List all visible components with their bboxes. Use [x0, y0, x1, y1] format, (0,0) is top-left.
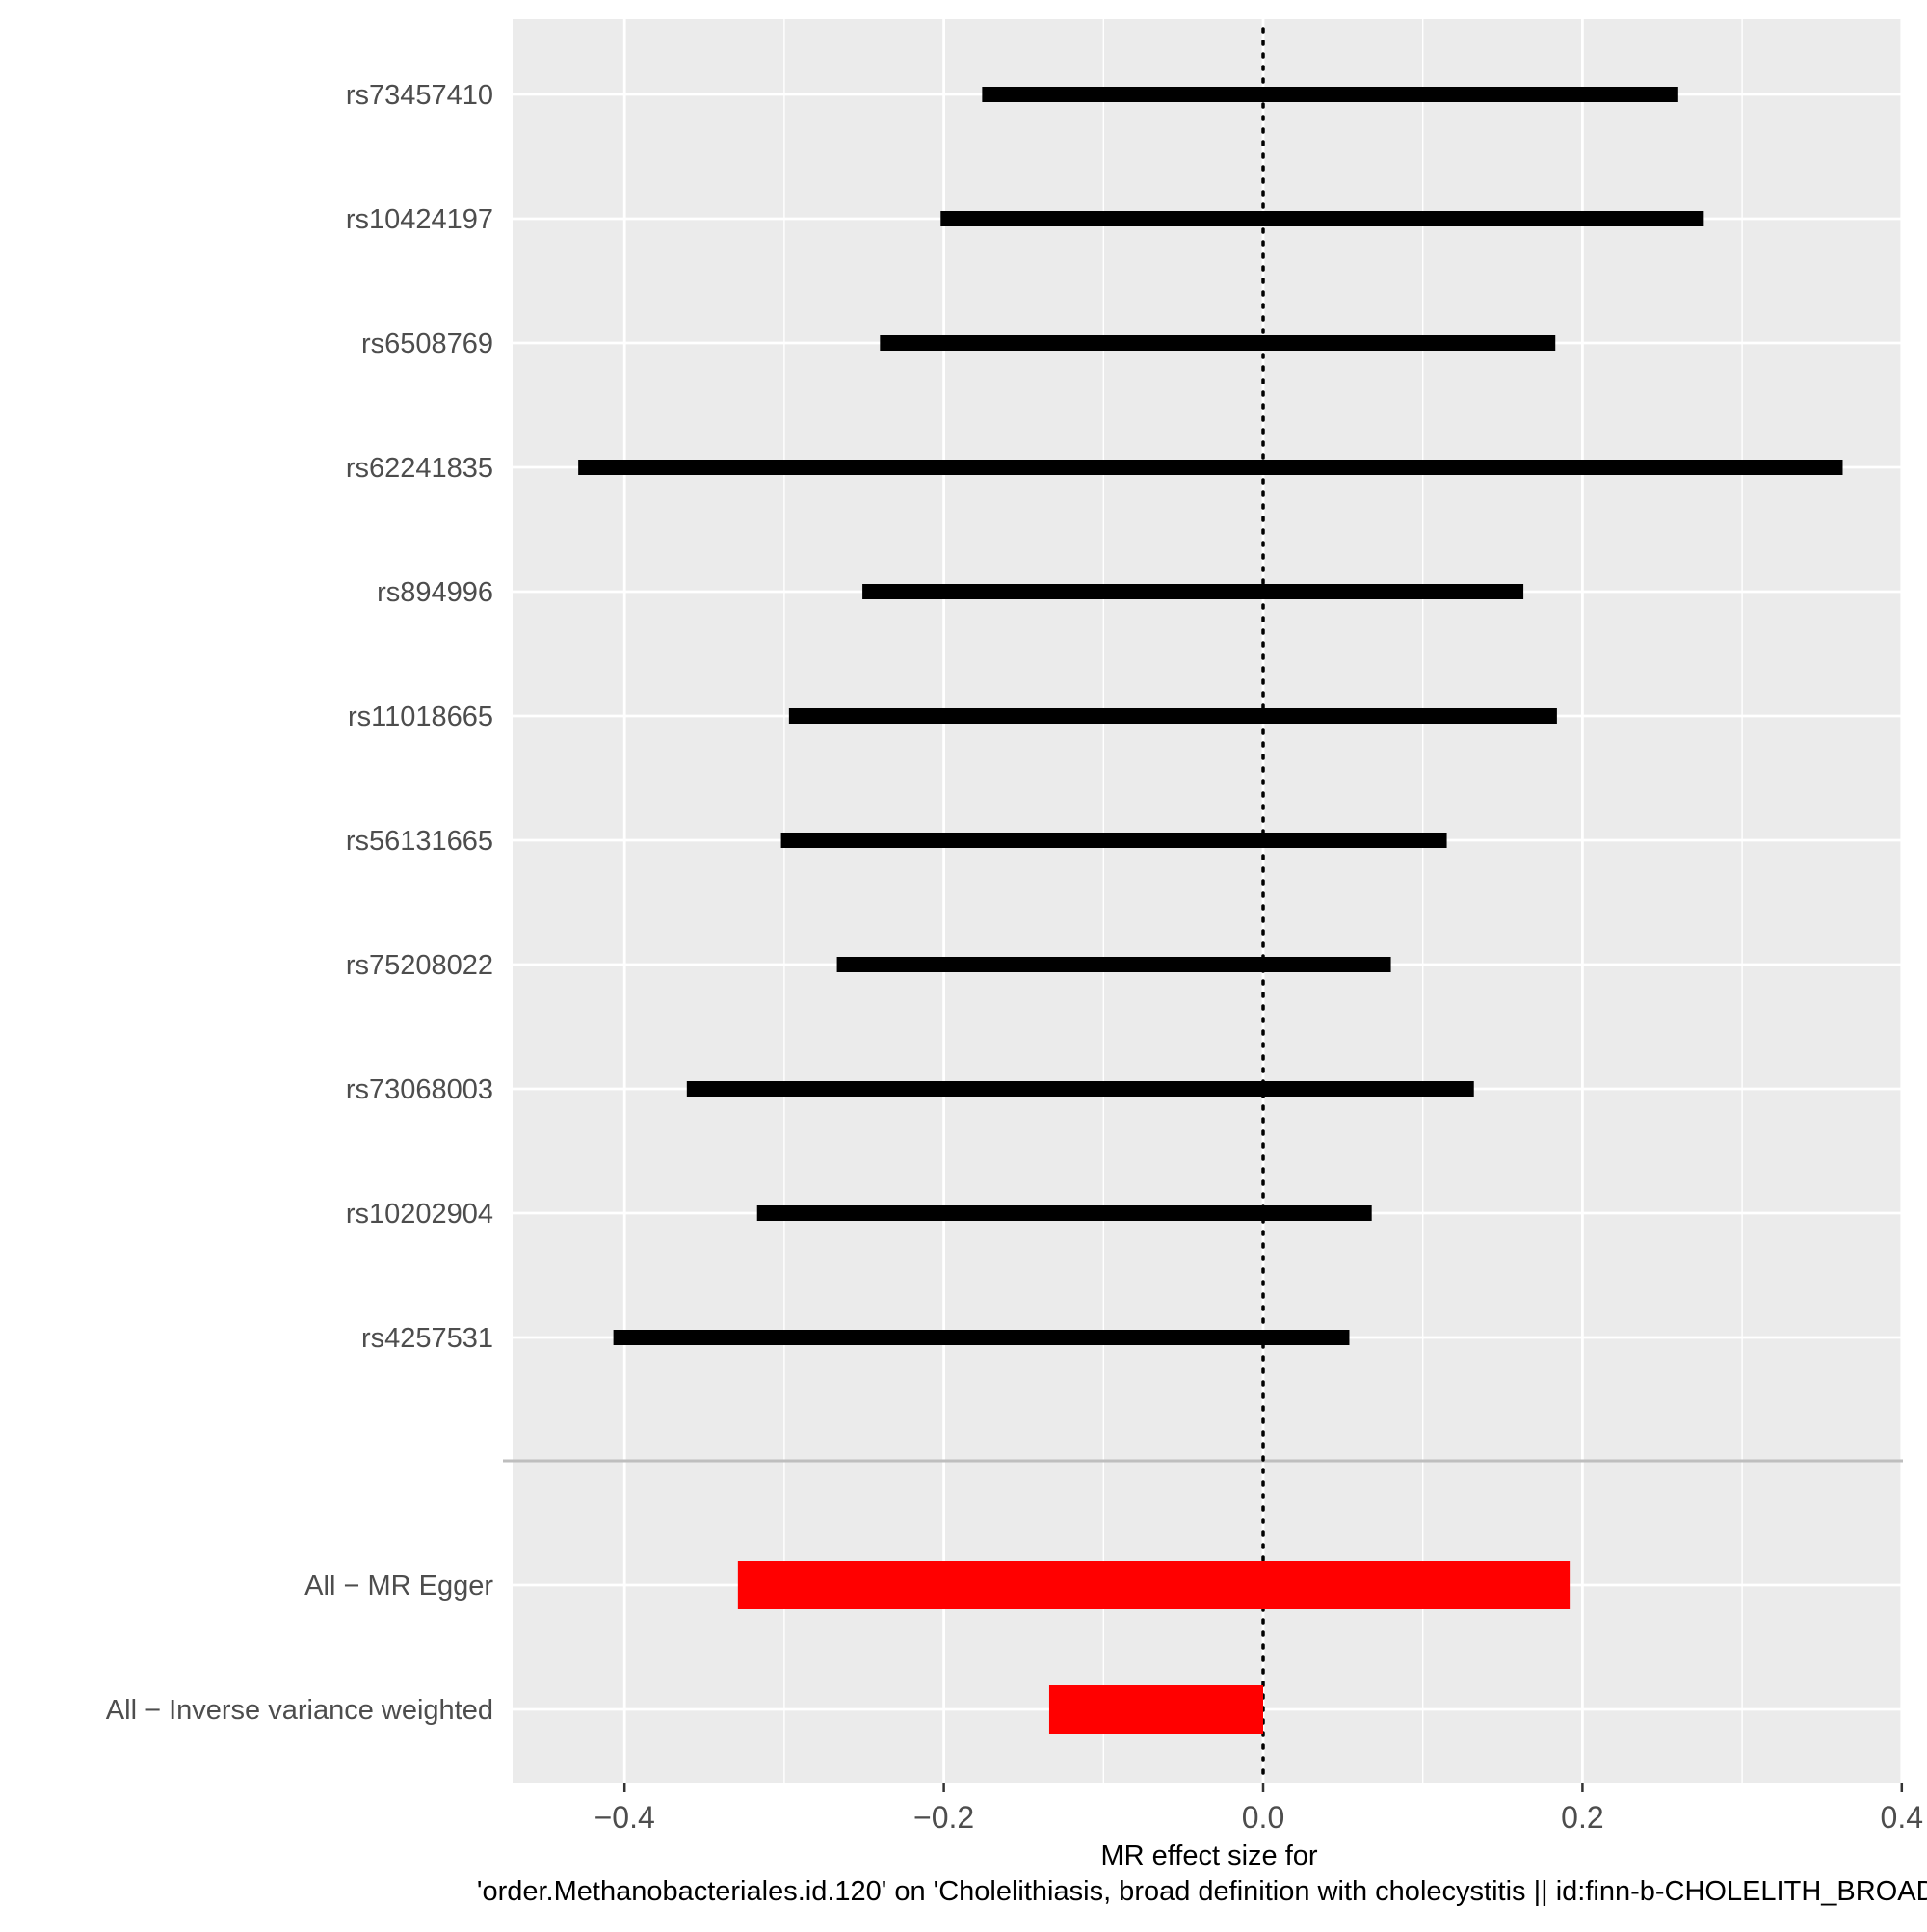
- snp-label: rs894996: [377, 577, 493, 608]
- summary-label: All − Inverse variance weighted: [106, 1695, 493, 1726]
- snp-label: rs4257531: [361, 1323, 493, 1354]
- summary-label: All − MR Egger: [304, 1571, 493, 1601]
- snp-label: rs10202904: [346, 1199, 493, 1230]
- snp-label: rs11018665: [348, 701, 493, 732]
- snp-label: rs73457410: [346, 80, 493, 111]
- snp-label: rs62241835: [346, 453, 493, 484]
- plot-panel: [513, 19, 1903, 1783]
- snp-point-estimate: [1107, 834, 1120, 846]
- x-axis-title-line2: 'order.Methanobacteriales.id.120' on 'Ch…: [477, 1876, 1927, 1907]
- snp-point-estimate: [1107, 959, 1120, 970]
- snp-point-estimate: [1210, 337, 1223, 349]
- x-tick-label: −0.2: [913, 1800, 974, 1835]
- snp-point-estimate: [1185, 586, 1198, 597]
- snp-point-estimate: [974, 1332, 987, 1343]
- snp-point-estimate: [1073, 1083, 1086, 1095]
- snp-point-estimate: [1057, 1207, 1069, 1219]
- x-tick-label: −0.4: [594, 1800, 655, 1835]
- x-tick-label: 0.0: [1242, 1800, 1284, 1835]
- snp-label: rs73068003: [346, 1074, 493, 1105]
- snp-point-estimate: [1314, 213, 1327, 225]
- snp-point-estimate: [1204, 462, 1217, 473]
- snp-point-estimate: [1166, 710, 1178, 722]
- snp-label: rs6508769: [361, 329, 493, 359]
- interval-bars: [578, 87, 1843, 1734]
- snp-label: rs75208022: [346, 950, 493, 981]
- snp-point-estimate: [1324, 89, 1336, 100]
- x-axis-title-line1: MR effect size for: [1100, 1840, 1317, 1871]
- x-tick-label: 0.4: [1881, 1800, 1923, 1835]
- summary-interval-bar: [1048, 1685, 1263, 1734]
- snp-label: rs10424197: [346, 204, 493, 235]
- x-tick-label: 0.2: [1561, 1800, 1603, 1835]
- x-axis: −0.4 −0.2 0.0 0.2 0.4: [594, 1783, 1923, 1835]
- summary-interval-bar: [737, 1561, 1571, 1609]
- row-labels: rs73457410 rs10424197 rs6508769 rs62241835 r…: [106, 80, 494, 1726]
- snp-label: rs56131665: [346, 826, 493, 857]
